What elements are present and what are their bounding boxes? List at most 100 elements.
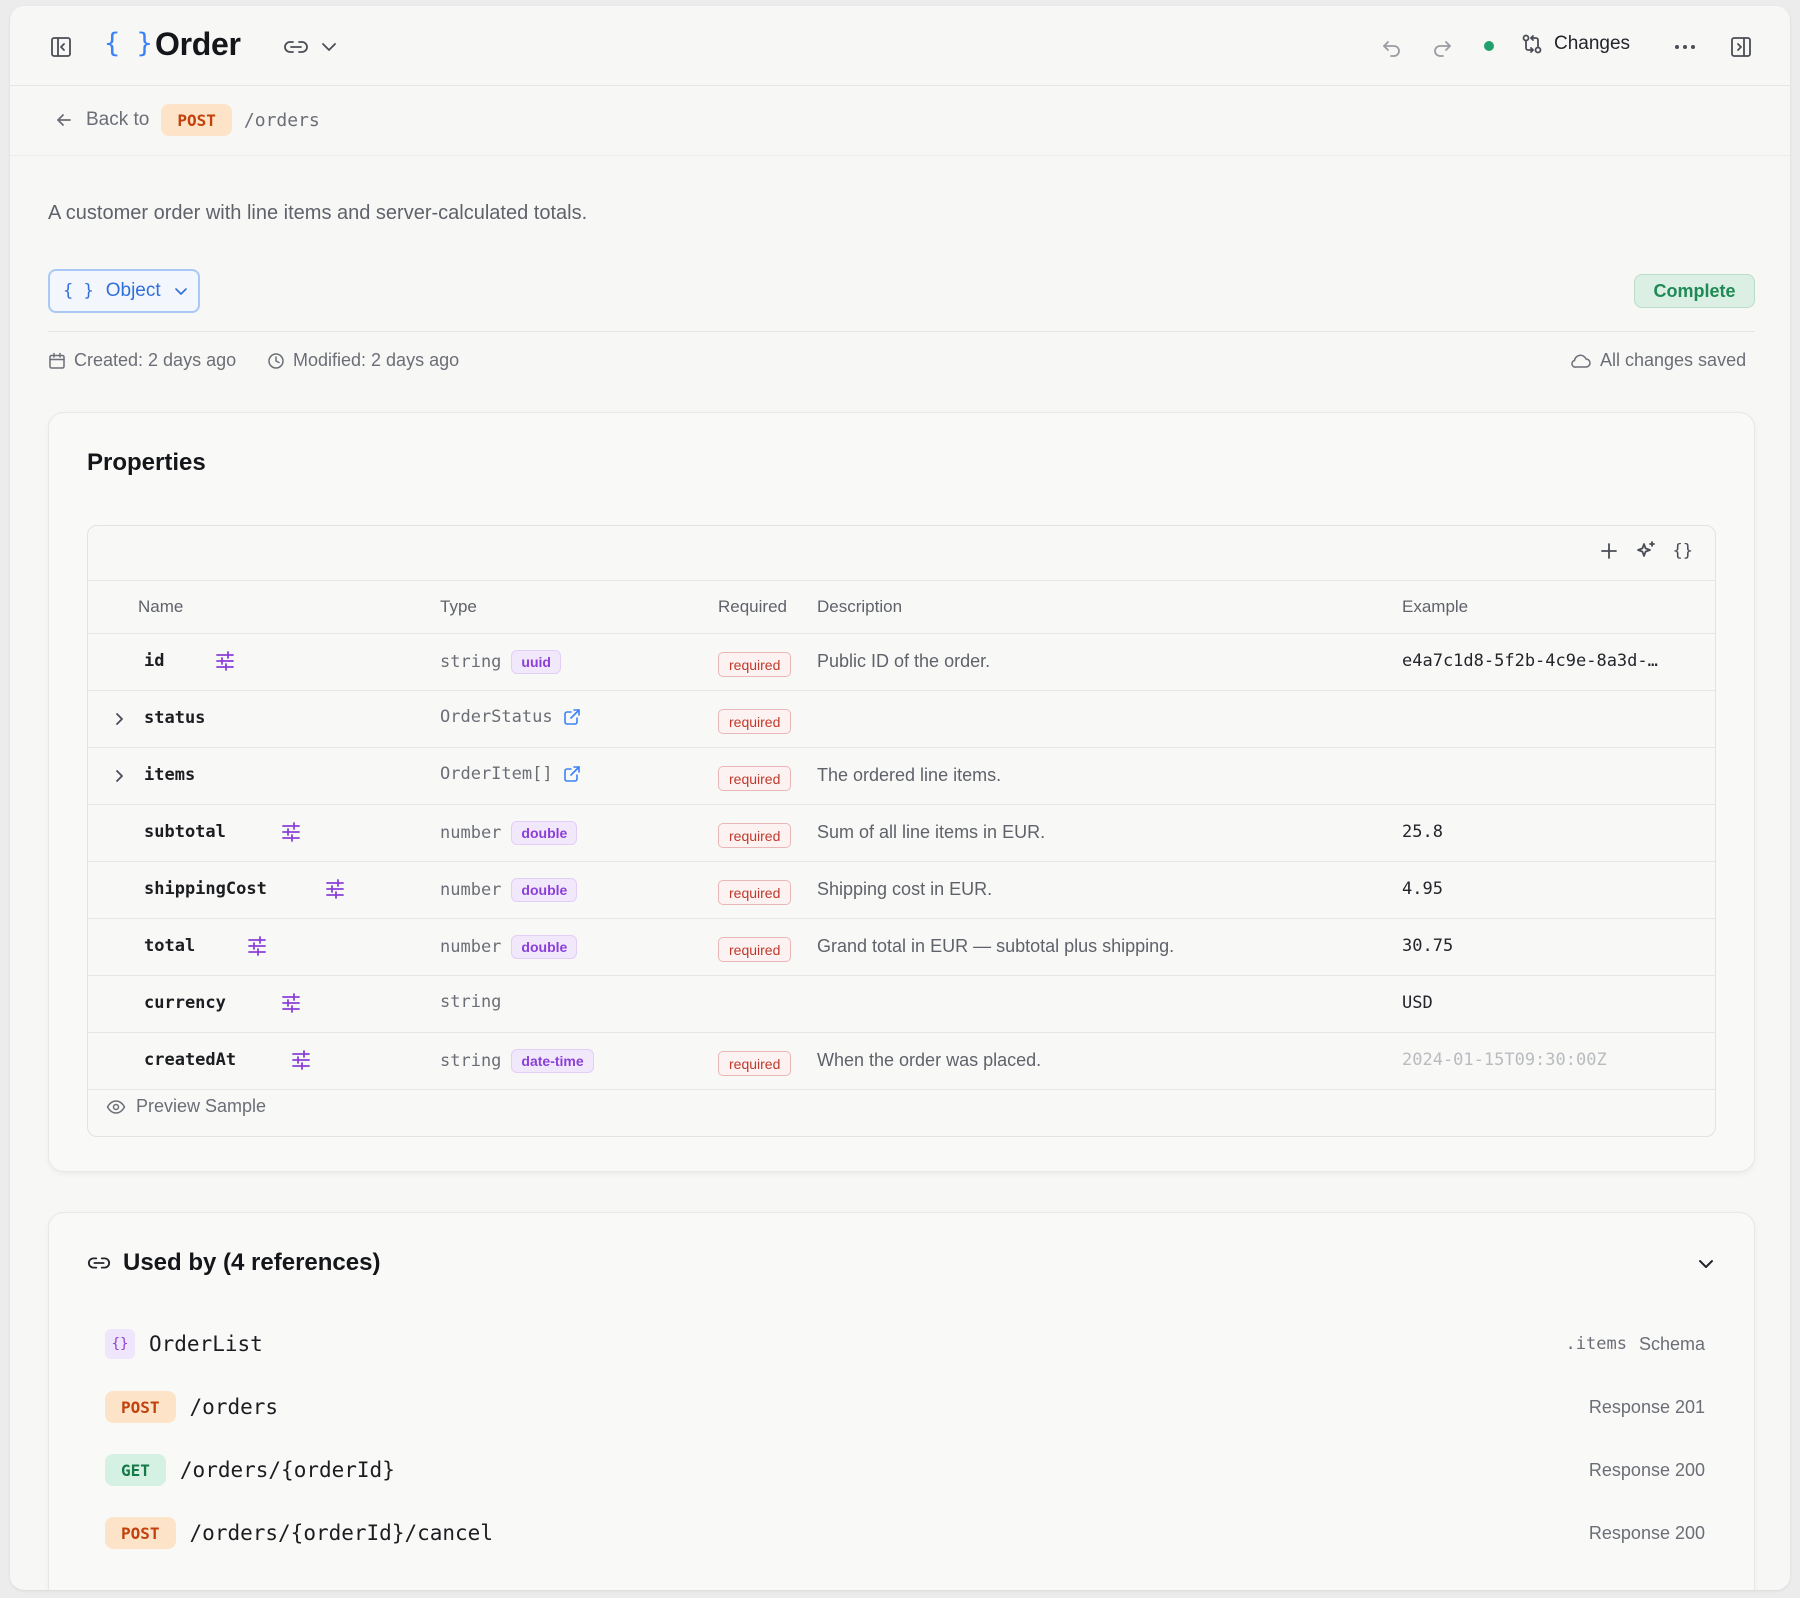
created-meta: Created: 2 days ago [48, 350, 236, 371]
clock-icon [267, 352, 285, 370]
changes-button[interactable]: Changes [1520, 26, 1630, 62]
property-name[interactable]: items [144, 765, 196, 785]
json-braces-icon[interactable]: {} [1672, 541, 1693, 561]
required-badge[interactable]: required [718, 1051, 792, 1076]
add-icon[interactable] [1599, 541, 1619, 561]
properties-title: Properties [87, 449, 206, 476]
properties-table: {} Name Type Required Description Exampl… [87, 525, 1716, 1137]
property-name[interactable]: subtotal [144, 822, 226, 842]
reference-context: Response 200 [1588, 1459, 1705, 1480]
property-example[interactable]: USD [1402, 993, 1433, 1013]
property-type: number [440, 937, 502, 957]
chevron-right-icon[interactable] [112, 768, 126, 784]
collapse-chevron-icon[interactable] [1695, 1253, 1717, 1275]
property-description[interactable]: Sum of all line items in EUR. [817, 822, 1046, 842]
used-by-header[interactable]: Used by (4 references) [87, 1249, 380, 1277]
table-row[interactable]: shippingCost number double required Shipp… [88, 862, 1715, 919]
sliders-icon[interactable] [280, 992, 302, 1014]
toggle-right-panel-icon[interactable] [1728, 34, 1754, 60]
calendar-icon [48, 352, 66, 370]
format-badge: uuid [511, 650, 561, 674]
property-example[interactable]: 25.8 [1402, 822, 1443, 842]
link-icon[interactable] [282, 36, 310, 58]
property-type: string [440, 1051, 502, 1071]
endpoint-path: /orders [243, 109, 320, 131]
required-badge[interactable]: required [718, 709, 792, 734]
external-link-icon[interactable] [563, 765, 581, 783]
property-example[interactable]: 2024-01-15T09:30:00Z [1402, 1050, 1607, 1070]
required-badge[interactable]: required [718, 823, 792, 848]
cloud-icon [1570, 352, 1592, 370]
chevron-down-icon[interactable] [320, 38, 338, 56]
column-header: Description [817, 597, 903, 616]
status-badge[interactable]: Complete [1634, 274, 1755, 308]
table-row[interactable]: createdAt string date-time required When … [88, 1033, 1715, 1090]
required-badge[interactable]: required [718, 937, 792, 962]
reference-field: .items [1565, 1334, 1627, 1354]
property-name[interactable]: status [144, 708, 206, 728]
reference-path: /orders [189, 1395, 279, 1419]
page-title: Order [155, 26, 241, 62]
undo-icon[interactable] [1380, 36, 1404, 60]
sparkles-icon[interactable] [1635, 540, 1657, 562]
property-example[interactable]: 4.95 [1402, 879, 1443, 899]
reference-item[interactable]: GET /orders/{orderId} Response 200 [105, 1447, 1705, 1493]
external-link-icon[interactable] [563, 708, 581, 726]
preview-sample-button[interactable]: Preview Sample [106, 1096, 266, 1117]
property-description[interactable]: Public ID of the order. [817, 651, 991, 671]
reference-item[interactable]: {} OrderList .items Schema [105, 1321, 1705, 1367]
table-row[interactable]: items OrderItem[] required The ordered l… [88, 748, 1715, 805]
chevron-down-icon [173, 283, 189, 299]
chevron-right-icon[interactable] [112, 711, 126, 727]
property-description[interactable]: Grand total in EUR — subtotal plus shipp… [817, 936, 1175, 956]
column-header: Example [1402, 597, 1469, 616]
property-description[interactable]: Shipping cost in EUR. [817, 879, 993, 899]
schema-description[interactable]: A customer order with line items and ser… [48, 202, 588, 224]
column-header: Required [718, 597, 787, 616]
type-select[interactable]: { } Object [48, 269, 200, 313]
property-name[interactable]: id [144, 651, 165, 671]
back-link[interactable]: Back to POST /orders [54, 104, 320, 136]
required-badge[interactable]: required [718, 652, 792, 677]
format-badge: double [511, 878, 578, 902]
sliders-icon[interactable] [324, 878, 346, 900]
redo-icon[interactable] [1430, 36, 1454, 60]
property-name[interactable]: createdAt [144, 1050, 237, 1070]
property-example[interactable]: 30.75 [1402, 936, 1454, 956]
required-badge[interactable]: required [718, 880, 792, 905]
divider [48, 331, 1755, 332]
sliders-icon[interactable] [246, 935, 268, 957]
property-description[interactable]: When the order was placed. [817, 1050, 1042, 1070]
property-example[interactable]: e4a7c1d8-5f2b-4c9e-8a3d-… [1402, 651, 1658, 671]
sliders-icon[interactable] [280, 821, 302, 843]
curly-braces-icon: { } [63, 281, 94, 301]
property-name[interactable]: total [144, 936, 196, 956]
sliders-icon[interactable] [290, 1049, 312, 1071]
table-toolbar: {} [1599, 540, 1693, 562]
reference-context: Response 200 [1588, 1522, 1705, 1543]
breadcrumb: Back to POST /orders [10, 86, 1790, 156]
table-row[interactable]: subtotal number double required Sum of al… [88, 805, 1715, 862]
created-label: Created: 2 days ago [74, 350, 237, 370]
method-badge: GET [105, 1454, 166, 1486]
table-row[interactable]: status OrderStatus required [88, 691, 1715, 748]
table-row[interactable]: currency string USD [88, 976, 1715, 1033]
property-type: string [440, 652, 502, 672]
reference-item[interactable]: POST /orders Response 201 [105, 1384, 1705, 1430]
required-badge[interactable]: required [718, 766, 792, 791]
property-name[interactable]: currency [144, 993, 226, 1013]
modified-label: Modified: 2 days ago [293, 350, 460, 370]
toggle-sidebar-icon[interactable] [48, 34, 74, 60]
property-type: string [440, 992, 502, 1012]
property-description[interactable]: The ordered line items. [817, 765, 1002, 785]
table-row[interactable]: id string uuid required Public ID of the … [88, 634, 1715, 691]
modified-meta: Modified: 2 days ago [267, 350, 459, 371]
property-name[interactable]: shippingCost [144, 879, 267, 899]
changes-label: Changes [1554, 33, 1631, 54]
method-badge: POST [105, 1391, 176, 1423]
more-options-icon[interactable] [1672, 36, 1698, 58]
sliders-icon[interactable] [214, 650, 236, 672]
reference-name: OrderList [149, 1332, 263, 1356]
table-row[interactable]: total number double required Grand total … [88, 919, 1715, 976]
reference-item[interactable]: POST /orders/{orderId}/cancel Response 2… [105, 1510, 1705, 1556]
